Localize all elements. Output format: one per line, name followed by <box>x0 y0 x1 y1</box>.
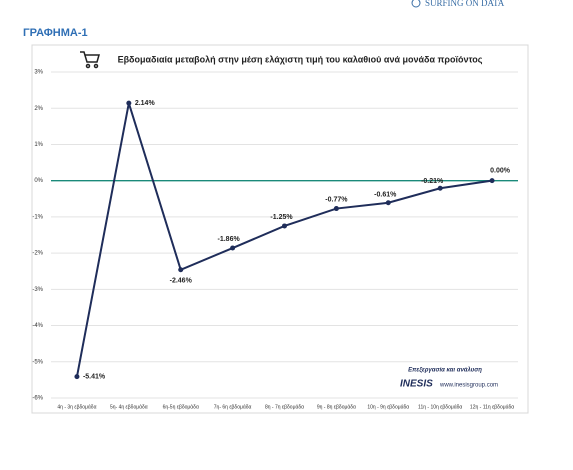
x-tick-label: 6η-5η εβδομάδα <box>163 403 199 410</box>
y-tick-label: 3% <box>34 70 43 76</box>
y-tick-label: -5% <box>32 359 43 365</box>
y-tick-label: -2% <box>32 251 43 257</box>
x-tick-label: 7η- 6η εβδομάδα <box>214 403 252 410</box>
point <box>74 374 80 380</box>
chart-title: Εβδομαδιαία μεταβολή στην μέση ελάχιστη … <box>118 54 483 64</box>
data-label: -1.86% <box>218 236 241 243</box>
y-tick-label: 2% <box>34 106 43 112</box>
data-label: -5.41% <box>83 373 106 380</box>
x-tick-label: 9η - 8η εβδομάδα <box>317 403 356 410</box>
chart-frame <box>31 44 529 414</box>
logo-icon <box>411 0 421 8</box>
point <box>333 206 339 212</box>
brand: INESIS <box>400 379 433 390</box>
y-tick-label: -1% <box>32 214 43 220</box>
y-tick-label: -3% <box>32 287 43 293</box>
x-tick-label: 4η - 3η εβδομάδα <box>57 403 96 410</box>
x-tick-label: 11η - 10η εβδομάδα <box>418 403 462 410</box>
data-label: -1.25% <box>270 214 293 221</box>
data-label: -2.46% <box>170 278 193 285</box>
heading: ΓΡΑΦΗΜΑ-1 <box>23 27 88 39</box>
website: www.inesisgroup.com <box>439 383 498 389</box>
credit: Επεξεργασία και ανάλυση <box>408 368 482 374</box>
data-label: -0.77% <box>325 196 348 203</box>
y-tick-label: 0% <box>34 178 43 184</box>
point <box>489 178 495 184</box>
logo: SURFING ON DATA <box>425 0 505 8</box>
x-tick-label: 10η - 9η εβδομάδα <box>367 403 409 410</box>
cart-icon <box>80 51 100 69</box>
y-tick-label: 1% <box>34 142 43 148</box>
data-label: -0.21% <box>421 178 444 185</box>
x-tick-label: 8η - 7η εβδομάδα <box>265 403 304 410</box>
x-tick-label: 5η- 4η εβδομάδα <box>110 403 148 410</box>
point <box>437 185 443 191</box>
y-tick-label: -6% <box>32 396 43 402</box>
point <box>230 245 236 251</box>
data-label: -0.61% <box>374 192 397 199</box>
data-label: 2.14% <box>135 100 156 107</box>
data-label: 0.00% <box>490 168 511 175</box>
point <box>385 200 391 206</box>
point <box>126 100 132 106</box>
x-tick-label: 12η - 11η εβδομάδα <box>470 403 514 410</box>
y-tick-label: -4% <box>32 323 43 329</box>
point <box>178 267 184 273</box>
point <box>282 223 287 229</box>
